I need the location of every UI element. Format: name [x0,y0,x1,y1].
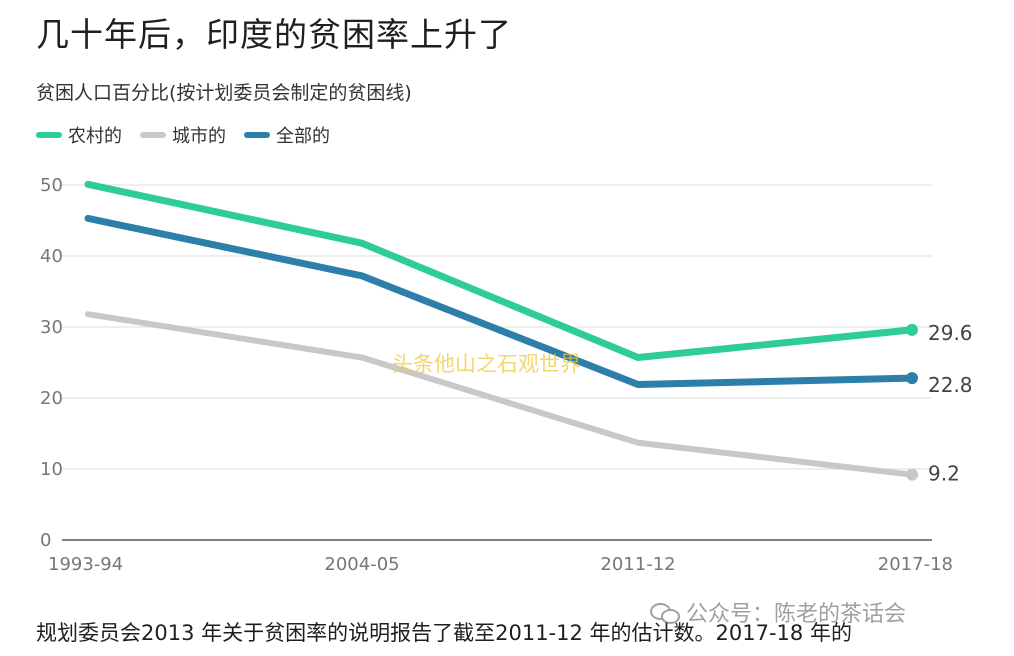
chart-title: 几十年后，印度的贫困率上升了 [36,15,512,54]
x-tick-label: 2004-05 [324,554,399,575]
wechat-icon [650,601,680,624]
legend-item-urban: 城市的 [140,122,226,148]
chart-subtitle: 贫困人口百分比(按计划委员会制定的贫困线) [36,82,412,104]
legend-swatch-urban [140,132,166,138]
end-label-total: 22.8 [928,373,973,397]
x-tick-label: 2017-18 [878,554,953,575]
caption-text: 规划委员会2013 年关于贫困率的说明报告了截至2011-12 年的估计数。20… [36,621,852,645]
series-line-urban [85,311,915,478]
y-tick-label: 10 [40,459,63,480]
legend-item-total: 全部的 [244,122,330,148]
end-label-urban: 9.2 [928,462,960,486]
y-tick-label: 20 [40,388,63,409]
end-label-rural: 29.6 [928,321,973,345]
legend-label-urban: 城市的 [172,126,226,147]
legend: 农村的 城市的 全部的 [36,122,338,148]
legend-swatch-total [244,132,270,138]
x-tick-label: 2011-12 [600,554,675,575]
y-tick-label: 50 [40,175,63,196]
legend-item-rural: 农村的 [36,122,122,148]
x-tick-label: 1993-94 [48,554,123,575]
series-line-rural [84,180,916,362]
y-tick-label: 0 [40,530,51,551]
end-point-rural [906,323,918,336]
end-point-urban [906,468,918,481]
wechat-label: 公众号：陈老的茶话会 [686,602,907,627]
legend-swatch-rural [36,132,62,138]
line-chart: 50 40 30 20 10 0 1993-94 2004-05 2011-12 2017-18 2… [40,175,973,575]
wechat-account-tag: 公众号：陈老的茶话会 [650,596,906,628]
legend-label-total: 全部的 [276,126,330,147]
series-line-total [84,214,916,389]
legend-label-rural: 农村的 [68,126,122,147]
end-point-total [906,372,918,385]
y-tick-label: 40 [40,246,63,267]
y-tick-label: 30 [40,317,63,338]
watermark: 头条他山之石观世界 [392,352,581,376]
